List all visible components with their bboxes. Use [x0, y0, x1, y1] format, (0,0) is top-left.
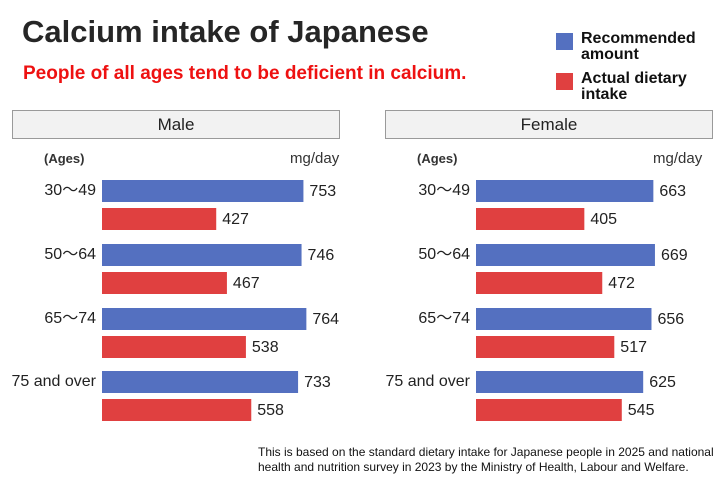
data-label: 405: [590, 211, 617, 228]
bar-actual: [102, 336, 246, 358]
data-label: 427: [222, 211, 249, 228]
data-label: 753: [309, 183, 336, 200]
bar-recommended: [476, 180, 654, 202]
bar-actual: [102, 208, 217, 230]
panel-header-female: Female: [385, 110, 713, 139]
data-label: 663: [659, 183, 686, 200]
unit-label-male: mg/day: [290, 150, 340, 167]
bar-actual: [102, 399, 252, 421]
bar-actual: [476, 208, 585, 230]
data-label: 656: [657, 311, 684, 328]
category-label: 65～74: [418, 310, 470, 327]
panel-header-male: Male: [12, 110, 340, 139]
category-label: 50～64: [44, 246, 96, 263]
ages-label-female: (Ages): [417, 151, 458, 166]
data-label: 472: [608, 275, 635, 292]
footnote: This is based on the standard dietary in…: [258, 445, 714, 474]
data-label: 669: [661, 247, 688, 264]
bar-recommended: [102, 371, 299, 393]
category-label: 75 and over: [385, 373, 470, 390]
data-label: 764: [312, 311, 339, 328]
page-subtitle: People of all ages tend to be deficient …: [23, 63, 467, 84]
data-label: 545: [628, 402, 655, 419]
legend-label-recommended: Recommended amount: [581, 30, 696, 63]
data-label: 746: [308, 247, 335, 264]
legend-item-actual: Actual dietary intake: [556, 71, 721, 103]
data-label: 467: [233, 275, 260, 292]
unit-label-female: mg/day: [653, 150, 703, 167]
data-label: 625: [649, 374, 676, 391]
category-label: 65～74: [44, 310, 96, 327]
category-label: 50～64: [418, 246, 470, 263]
category-label: 75 and over: [11, 373, 96, 390]
ages-label-male: (Ages): [44, 151, 85, 166]
page-title: Calcium intake of Japanese: [22, 14, 429, 49]
bar-actual: [476, 272, 603, 294]
bar-recommended: [102, 308, 307, 330]
category-label: 30～49: [418, 182, 470, 199]
legend-swatch-actual: [556, 73, 573, 90]
bar-recommended: [102, 244, 302, 266]
bar-actual: [476, 336, 615, 358]
bar-actual: [102, 272, 227, 294]
legend-swatch-recommended: [556, 33, 573, 50]
bar-recommended: [476, 244, 655, 266]
data-label: 538: [252, 339, 279, 356]
legend-item-recommended: Recommended amount: [556, 31, 721, 63]
data-label: 558: [257, 402, 284, 419]
data-label: 733: [304, 374, 331, 391]
bar-recommended: [476, 371, 644, 393]
legend-label-actual: Actual dietary intake: [581, 70, 687, 103]
data-label: 517: [620, 339, 647, 356]
bar-recommended: [102, 180, 304, 202]
category-label: 30～49: [44, 182, 96, 199]
bar-recommended: [476, 308, 652, 330]
bar-actual: [476, 399, 622, 421]
